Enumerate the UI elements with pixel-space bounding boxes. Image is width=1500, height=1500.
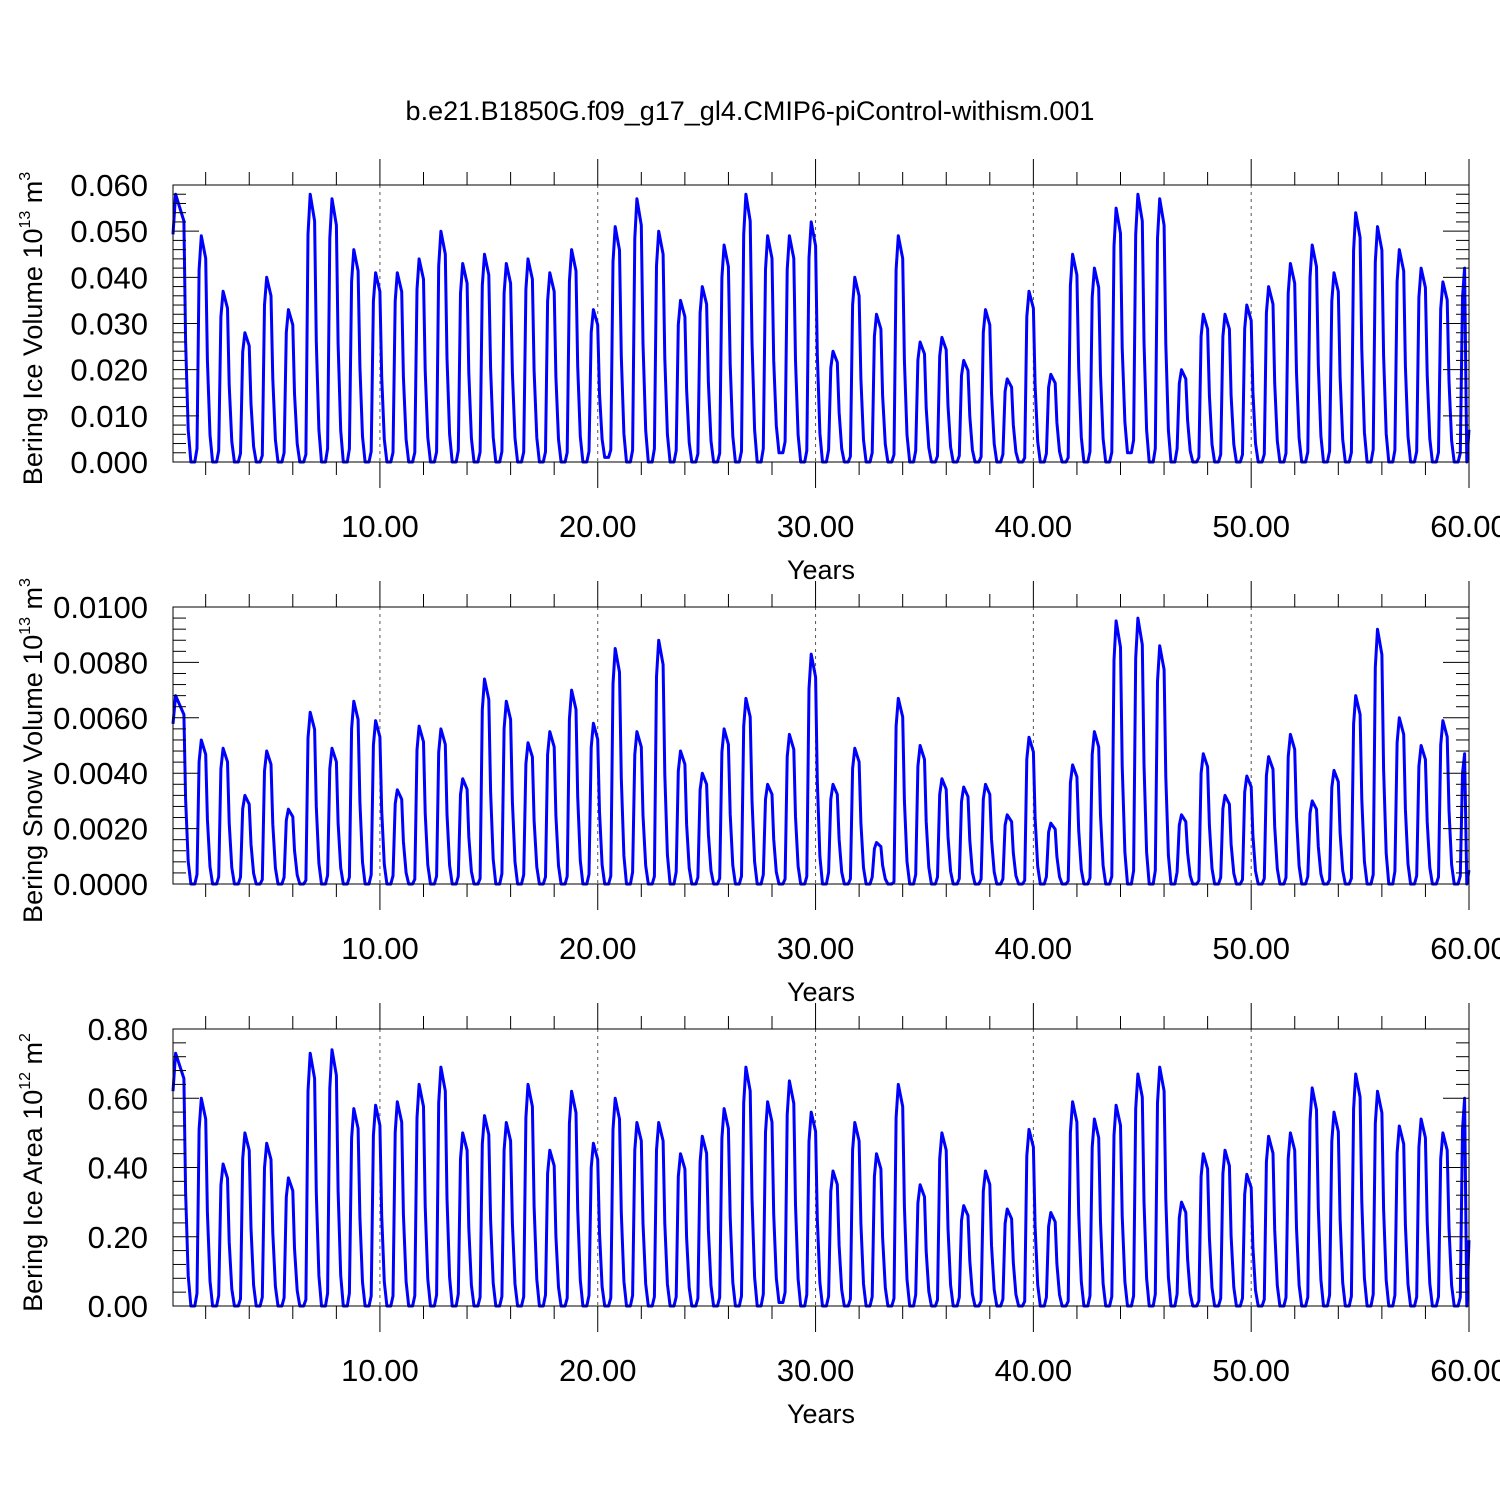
x-tick-label: 60.00	[1430, 509, 1500, 544]
y-axis-title: Bering Snow Volume 1013 m3	[17, 578, 48, 923]
x-tick-label: 20.00	[559, 931, 637, 966]
x-tick-label: 50.00	[1212, 1353, 1290, 1388]
plot-frame	[172, 606, 1470, 885]
x-tick-label: 30.00	[777, 1353, 855, 1388]
y-axis-title: Bering Ice Volume 1013 m3	[17, 172, 48, 485]
y-tick-label: 0.0000	[53, 867, 148, 902]
x-tick-label: 20.00	[559, 1353, 637, 1388]
y-tick-label: 0.020	[70, 353, 148, 388]
y-axis-title: Bering Ice Area 1012 m2	[17, 1033, 48, 1312]
x-tick-label: 30.00	[777, 931, 855, 966]
y-tick-label: 0.0080	[53, 645, 148, 680]
chart-panel-1: 10.00 20.00 30.00 40.00 50.00 60.00 Years 0.000…	[17, 159, 1500, 585]
y-tick-label: 0.010	[70, 399, 148, 434]
x-tick-label: 10.00	[341, 1353, 419, 1388]
y-tick-label: 0.000	[70, 445, 148, 480]
y-tick-label: 0.0060	[53, 701, 148, 736]
series-line	[171, 192, 1471, 464]
x-tick-label: 30.00	[777, 509, 855, 544]
x-tick-label: 60.00	[1430, 931, 1500, 966]
series-line	[171, 616, 1471, 886]
x-tick-label: 40.00	[995, 1353, 1073, 1388]
y-tick-label: 0.0100	[53, 590, 148, 625]
x-axis-title: Years	[787, 1399, 855, 1429]
y-tick-label: 0.80	[88, 1012, 148, 1047]
y-tick-label: 0.040	[70, 260, 148, 295]
chart-panel-2: 10.00 20.00 30.00 40.00 50.00 60.00 Years 0.000…	[17, 578, 1500, 1007]
y-tick-label: 0.060	[70, 168, 148, 203]
y-tick-label: 0.050	[70, 214, 148, 249]
series-line	[171, 1048, 1471, 1308]
x-tick-label: 10.00	[341, 509, 419, 544]
y-tick-label: 0.00	[88, 1289, 148, 1324]
x-tick-label: 10.00	[341, 931, 419, 966]
x-tick-label: 50.00	[1212, 509, 1290, 544]
x-tick-label: 20.00	[559, 509, 637, 544]
x-axis-title: Years	[787, 977, 855, 1007]
chart-panels: 10.00 20.00 30.00 40.00 50.00 60.00Years0.000…	[17, 159, 1500, 1429]
x-tick-label: 40.00	[995, 931, 1073, 966]
y-tick-label: 0.60	[88, 1081, 148, 1116]
x-tick-label: 40.00	[995, 509, 1073, 544]
chart-panel-3: 10.00 20.00 30.00 40.00 50.00 60.00 Years 0.00 0…	[17, 1003, 1500, 1429]
y-tick-label: 0.030	[70, 307, 148, 342]
y-tick-label: 0.0020	[53, 812, 148, 847]
x-tick-label: 50.00	[1212, 931, 1290, 966]
figure-title: b.e21.B1850G.f09_g17_gl4.CMIP6-piControl…	[406, 96, 1095, 126]
y-tick-label: 0.0040	[53, 756, 148, 791]
x-axis-title: Years	[787, 555, 855, 585]
y-tick-label: 0.40	[88, 1151, 148, 1186]
x-tick-label: 60.00	[1430, 1353, 1500, 1388]
y-tick-label: 0.20	[88, 1220, 148, 1255]
